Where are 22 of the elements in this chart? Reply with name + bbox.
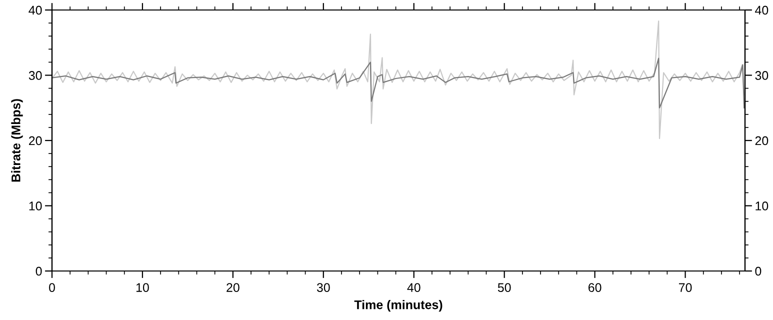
- x-tick-label: 40: [407, 283, 420, 292]
- x-tick-label: 30: [316, 283, 330, 292]
- y-tick-label: 10: [29, 202, 42, 210]
- y2-tick-label: 20: [755, 136, 768, 146]
- x-tick-label: 50: [498, 283, 511, 292]
- y-tick-label: 40: [28, 6, 42, 15]
- line-series: [52, 58, 745, 108]
- y2-tick-label: 0: [755, 266, 762, 276]
- x-tick-label: 20: [226, 283, 240, 292]
- x-axis-title: Time (minutes): [354, 300, 442, 312]
- y-tick-label: 0: [36, 266, 42, 276]
- y2-tick-label: 10: [756, 202, 768, 210]
- y-tick-label: 20: [29, 136, 42, 146]
- x-tick-label: 70: [678, 283, 692, 292]
- x-tick-label: 10: [136, 283, 149, 292]
- y2-tick-label: 40: [755, 6, 768, 15]
- y-axis-title: Bitrate (Mbps): [11, 99, 23, 182]
- y2-tick-label: 30: [755, 71, 768, 80]
- line-series: [52, 20, 745, 140]
- x-tick-label: 60: [588, 283, 602, 292]
- y-tick-label: 30: [28, 71, 42, 80]
- x-tick-label: 0: [49, 283, 55, 292]
